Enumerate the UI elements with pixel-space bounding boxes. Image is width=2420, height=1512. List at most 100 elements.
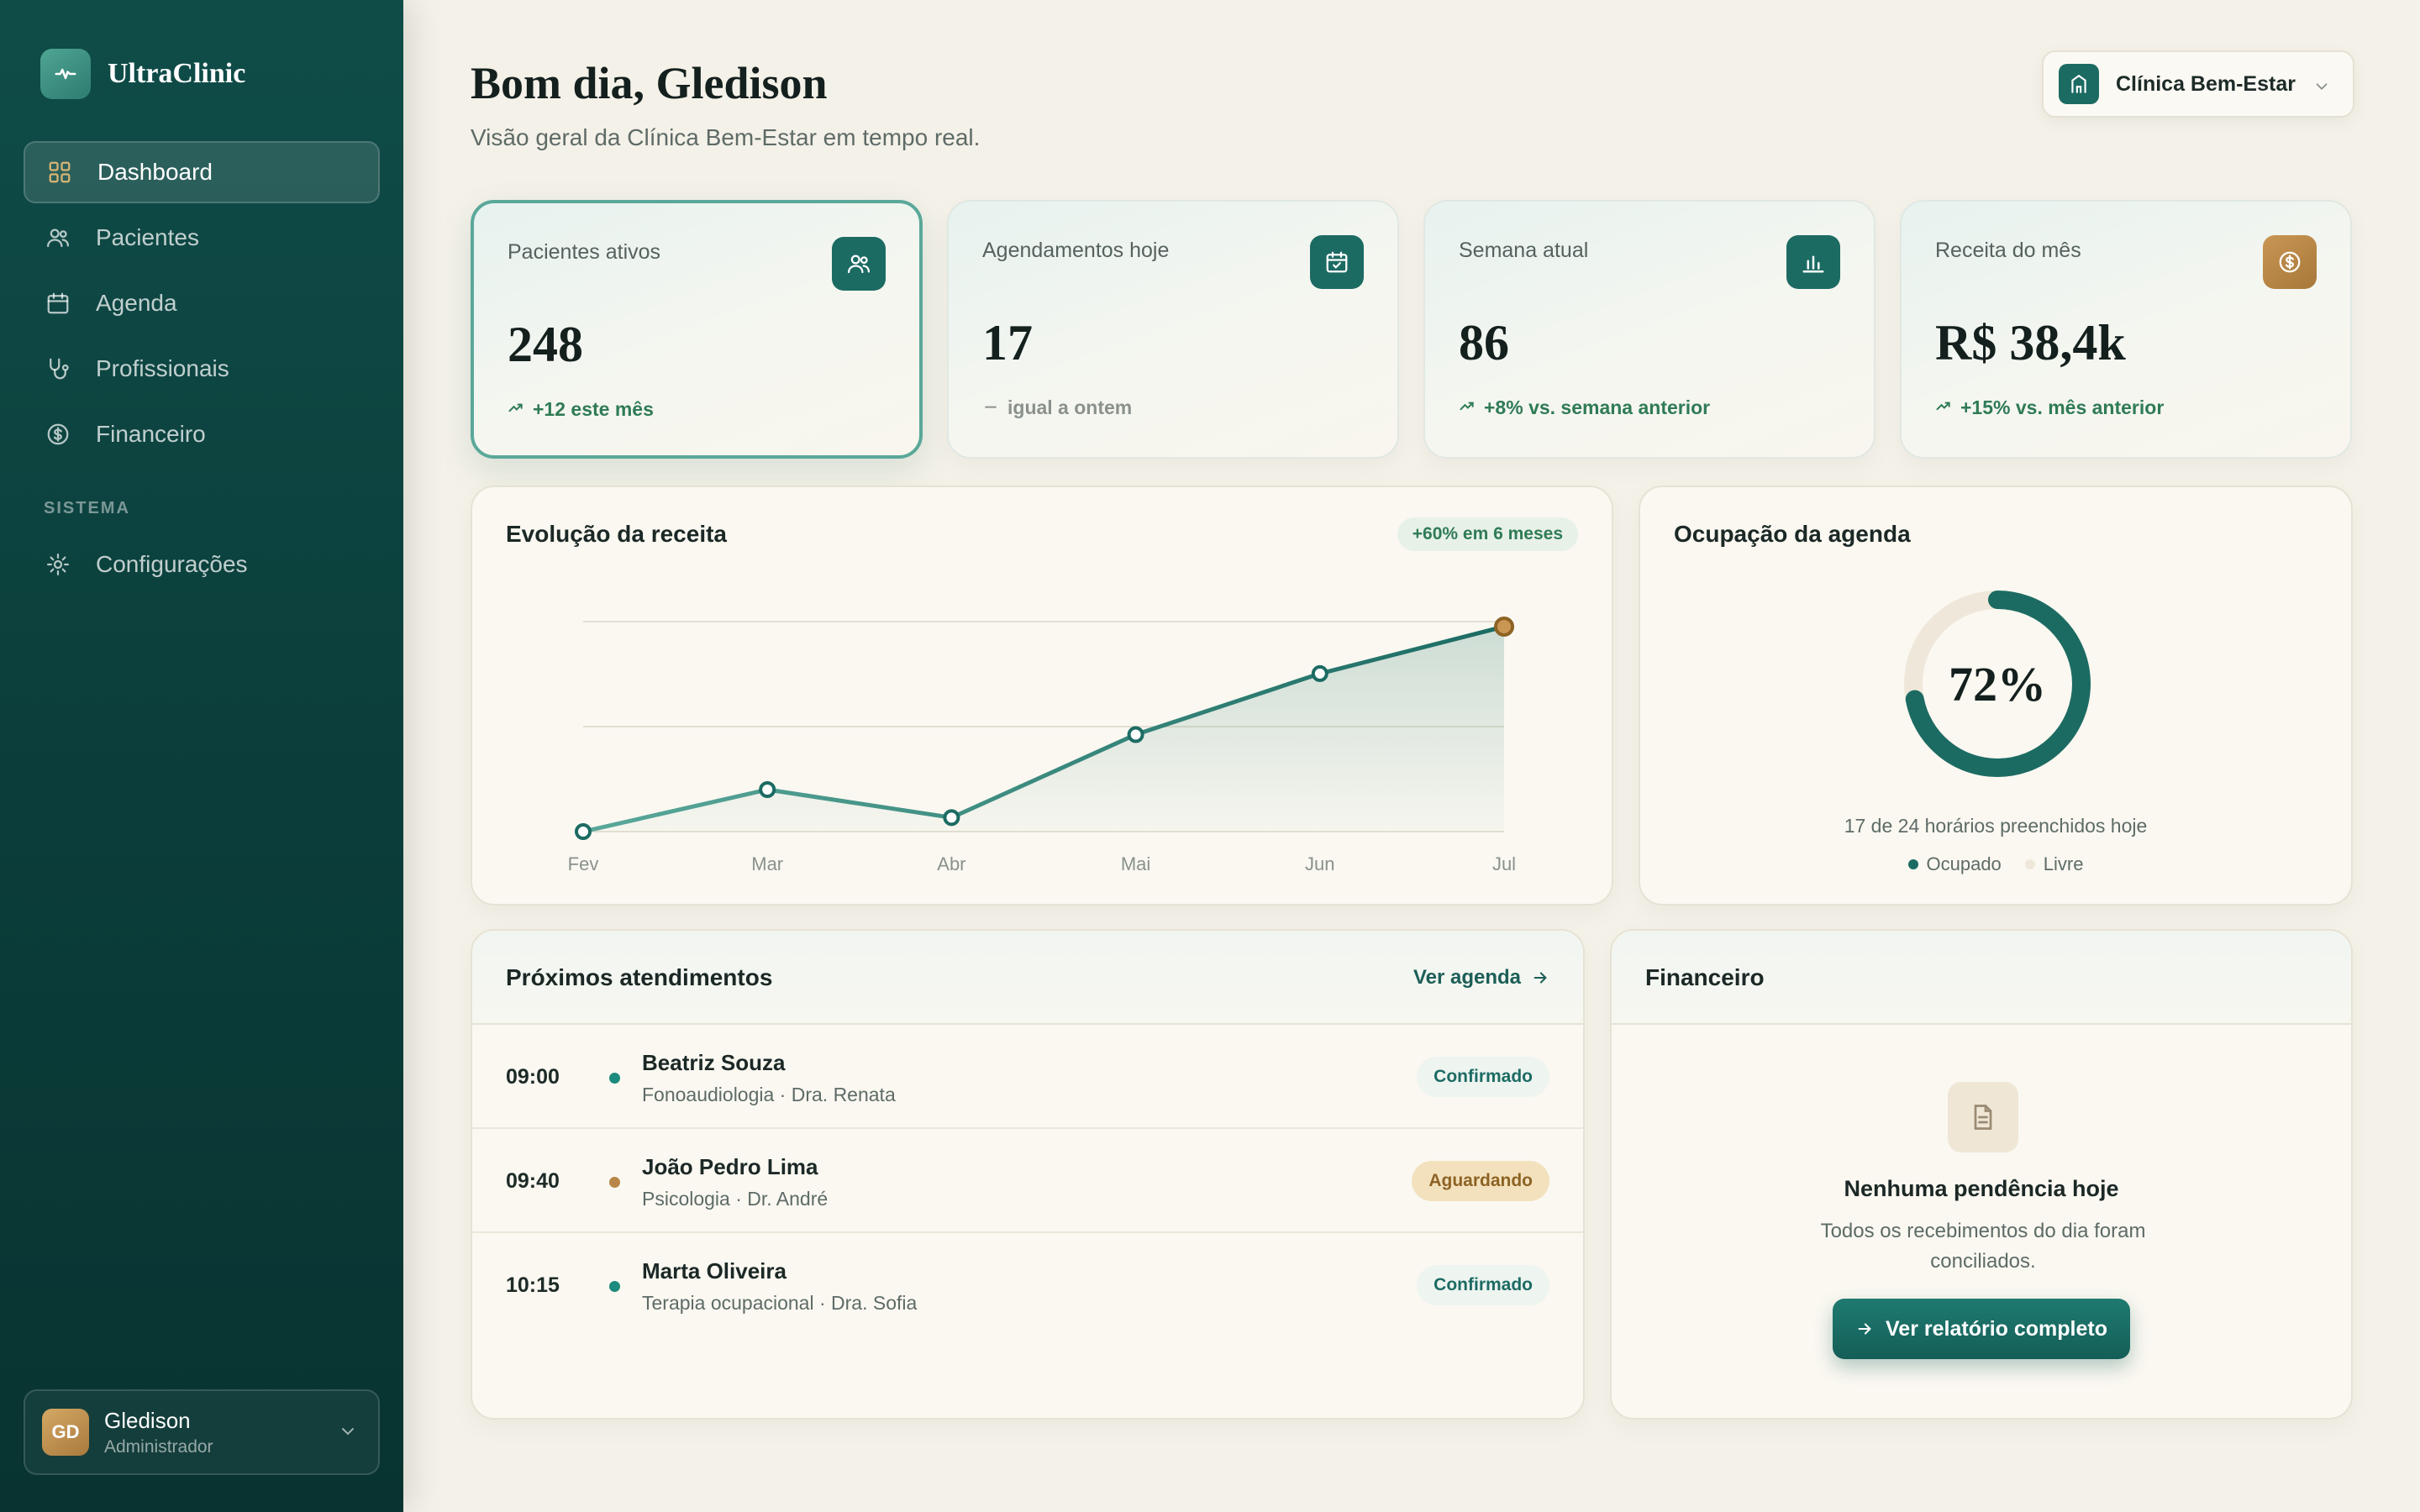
stat-delta: +15% vs. mês anterior bbox=[1935, 396, 2164, 419]
sidebar-item-agenda[interactable]: Agenda bbox=[24, 272, 380, 334]
occupancy-title: Ocupação da agenda bbox=[1674, 521, 1911, 547]
stat-card-agendamentos[interactable]: Agendamentos hoje 17 igual a ontem bbox=[947, 200, 1399, 459]
dollar-icon bbox=[2263, 235, 2317, 289]
appointment-detail: Terapia ocupacional · Dra. Sofia bbox=[642, 1292, 918, 1314]
chart-series-line bbox=[581, 624, 1507, 834]
stat-delta: +8% vs. semana anterior bbox=[1459, 396, 1710, 419]
legend-item-livre: Livre bbox=[2024, 853, 2083, 875]
finance-panel: Financeiro Nenhuma pendência hoje Todos … bbox=[1610, 929, 2353, 1420]
revenue-title: Evolução da receita bbox=[506, 521, 728, 547]
calendar-icon bbox=[45, 291, 71, 316]
sidebar-item-label: Agenda bbox=[96, 290, 177, 316]
appointment-row[interactable]: 09:40 João Pedro Lima Psicologia · Dr. A… bbox=[472, 1129, 1583, 1233]
occupancy-percent: 72% bbox=[1949, 657, 2046, 711]
sidebar-item-label: Dashboard bbox=[97, 159, 213, 185]
user-menu[interactable]: GD Gledison Administrador bbox=[24, 1389, 380, 1475]
stat-delta: +12 este mês bbox=[508, 398, 654, 421]
user-name: Gledison bbox=[104, 1407, 191, 1433]
sidebar-item-financeiro[interactable]: Financeiro bbox=[24, 403, 380, 465]
gear-icon bbox=[45, 552, 71, 577]
ring-fill bbox=[1904, 591, 2091, 777]
occupancy-ring: 72% bbox=[1904, 591, 2091, 777]
chart-x-tick-label: Fev bbox=[568, 853, 599, 874]
appointment-row[interactable]: 10:15 Marta Oliveira Terapia ocupacional… bbox=[472, 1233, 1583, 1337]
chart-point-mar[interactable] bbox=[759, 781, 776, 798]
appointments-panel: Próximos atendimentos Ver agenda 09:00 B… bbox=[471, 929, 1585, 1420]
stat-label: Agendamentos hoje bbox=[982, 239, 1170, 262]
clinic-selector[interactable]: Clínica Bem-Estar bbox=[2042, 50, 2354, 118]
stat-value: 17 bbox=[982, 315, 1033, 370]
users-icon bbox=[45, 225, 71, 250]
appointment-detail: Psicologia · Dr. André bbox=[642, 1188, 829, 1210]
status-dot bbox=[609, 1073, 620, 1084]
empty-state-title: Nenhuma pendência hoje bbox=[1844, 1176, 2119, 1201]
stat-label: Semana atual bbox=[1459, 239, 1589, 262]
revenue-growth-badge: +60% em 6 meses bbox=[1397, 517, 1578, 551]
appointments-title: Próximos atendimentos bbox=[506, 964, 773, 990]
sidebar-item-label: Pacientes bbox=[96, 224, 199, 250]
occupancy-legend: Ocupado Livre bbox=[1640, 853, 2351, 875]
status-dot bbox=[609, 1177, 620, 1188]
stat-label: Pacientes ativos bbox=[508, 240, 661, 264]
occupancy-caption: 17 de 24 horários preenchidos hoje bbox=[1844, 815, 2148, 837]
grid-icon bbox=[47, 160, 72, 185]
chart-point-jul[interactable] bbox=[1494, 616, 1514, 637]
sidebar-item-configuracoes[interactable]: Configurações bbox=[24, 533, 380, 596]
chart-x-tick-label: Abr bbox=[937, 853, 965, 874]
arrow-right-icon bbox=[1531, 969, 1549, 987]
sidebar-item-pacientes[interactable]: Pacientes bbox=[24, 207, 380, 269]
status-badge: Confirmado bbox=[1417, 1265, 1549, 1305]
trend-up-icon bbox=[1935, 396, 1952, 419]
stat-delta: igual a ontem bbox=[982, 396, 1132, 419]
empty-state-text: Todos os recebimentos do dia foram conci… bbox=[1820, 1220, 2146, 1273]
sidebar-item-label: Profissionais bbox=[96, 355, 229, 381]
revenue-chart: Fev Mar Abr Mai Jun Jul bbox=[568, 616, 1516, 874]
stat-card-semana[interactable]: Semana atual 86 +8% vs. semana anterior bbox=[1423, 200, 1876, 459]
stat-card-pacientes[interactable]: Pacientes ativos 248 +12 este mês bbox=[471, 200, 923, 459]
chart-point-abr[interactable] bbox=[943, 809, 960, 827]
stat-value: R$ 38,4k bbox=[1935, 315, 2126, 370]
chevron-down-icon bbox=[338, 1421, 358, 1446]
patient-name: Marta Oliveira bbox=[642, 1258, 786, 1284]
chart-x-tick-label: Jun bbox=[1305, 853, 1334, 874]
arrow-right-icon bbox=[1855, 1320, 1874, 1338]
revenue-panel: Evolução da receita +60% em 6 meses Fev M… bbox=[471, 486, 1613, 906]
avatar: GD bbox=[42, 1409, 89, 1456]
brand[interactable]: UltraClinic bbox=[40, 49, 245, 99]
stat-card-receita[interactable]: Receita do mês R$ 38,4k +15% vs. mês ant… bbox=[1900, 200, 2352, 459]
chart-x-tick-label: Mar bbox=[751, 853, 783, 874]
finance-title: Financeiro bbox=[1645, 964, 1765, 990]
ver-agenda-link[interactable]: Ver agenda bbox=[1413, 966, 1549, 990]
dollar-icon bbox=[45, 422, 71, 447]
chart-point-mai[interactable] bbox=[1127, 726, 1144, 743]
patient-name: João Pedro Lima bbox=[642, 1154, 818, 1179]
page-title: Bom dia, Gledison bbox=[471, 58, 828, 108]
chart-area-fill bbox=[583, 626, 1504, 832]
user-role: Administrador bbox=[104, 1436, 213, 1457]
chart-point-fev[interactable] bbox=[575, 823, 592, 840]
sidebar-item-dashboard[interactable]: Dashboard bbox=[24, 141, 380, 203]
sidebar-item-label: Financeiro bbox=[96, 421, 206, 447]
chart-point-jun[interactable] bbox=[1311, 664, 1328, 682]
users-icon bbox=[832, 237, 886, 291]
stat-value: 86 bbox=[1459, 315, 1509, 370]
ver-relatorio-button[interactable]: Ver relatório completo bbox=[1833, 1299, 2130, 1359]
status-badge: Confirmado bbox=[1417, 1057, 1549, 1097]
document-icon bbox=[1948, 1082, 2018, 1152]
appointment-time: 09:40 bbox=[506, 1169, 560, 1193]
appointment-time: 10:15 bbox=[506, 1273, 560, 1297]
appointment-time: 09:00 bbox=[506, 1065, 560, 1089]
bar-chart-icon bbox=[1786, 235, 1840, 289]
nav-section-label: SISTEMA bbox=[44, 499, 130, 517]
sidebar-item-profissionais[interactable]: Profissionais bbox=[24, 338, 380, 400]
chart-x-tick-label: Mai bbox=[1121, 853, 1150, 874]
legend-item-ocupado: Ocupado bbox=[1907, 853, 2002, 875]
calendar-check-icon bbox=[1310, 235, 1364, 289]
sidebar: UltraClinic Dashboard Pacientes Agenda P… bbox=[0, 0, 403, 1512]
sidebar-item-label: Configurações bbox=[96, 551, 248, 577]
brand-name: UltraClinic bbox=[108, 58, 246, 89]
pulse-logo-icon bbox=[40, 49, 91, 99]
chart-x-tick-label: Jul bbox=[1492, 853, 1516, 874]
appointment-row[interactable]: 09:00 Beatriz Souza Fonoaudiologia · Dra… bbox=[472, 1025, 1583, 1129]
minus-icon bbox=[982, 396, 999, 419]
